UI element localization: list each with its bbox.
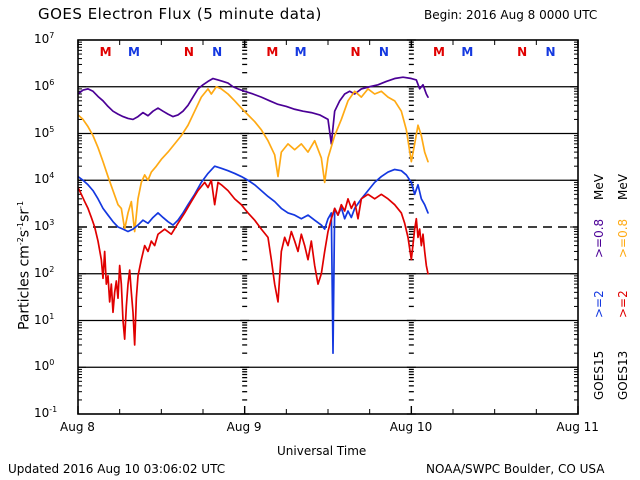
mn-marker-m: M xyxy=(266,45,279,59)
legend-channel-2mev: >=2 xyxy=(616,290,640,332)
y-tick-label: 100 xyxy=(34,358,54,373)
legend-satellite-text: GOES15 xyxy=(592,350,606,400)
x-tick-label: Aug 8 xyxy=(60,420,95,434)
y-tick-exp: 7 xyxy=(49,31,55,40)
legend-satellite-text: GOES13 xyxy=(616,350,630,400)
mn-marker-n: N xyxy=(545,45,556,59)
mn-marker-n: N xyxy=(212,45,223,59)
legend-unit: MeV xyxy=(592,174,618,214)
y-tick-exp: 3 xyxy=(49,218,55,227)
series-line xyxy=(78,165,429,355)
legend-channel-2mev-text: >=2 xyxy=(592,290,606,318)
y-tick-base: 10 xyxy=(34,265,50,280)
legend-channel-08mev-text: >=0.8 xyxy=(592,218,606,258)
x-tick-label: Aug 9 xyxy=(226,420,262,434)
series-line xyxy=(78,179,429,346)
mn-marker-n: N xyxy=(183,45,194,59)
legend-unit-text: MeV xyxy=(616,174,630,200)
y-tick-base: 10 xyxy=(34,125,50,140)
legend-unit-text: MeV xyxy=(592,174,606,200)
y-tick-base: 10 xyxy=(34,219,50,233)
source-credit: NOAA/SWPC Boulder, CO USA xyxy=(426,462,605,476)
mn-marker-n: N xyxy=(350,45,361,59)
y-tick-label: 107 xyxy=(34,31,54,46)
updated-timestamp: Updated 2016 Aug 10 03:06:02 UTC xyxy=(8,462,226,476)
y-tick-exp: 4 xyxy=(49,171,55,181)
mn-marker-m: M xyxy=(128,45,140,59)
y-tick-label: 106 xyxy=(34,78,54,93)
x-axis-title: Universal Time xyxy=(277,444,367,458)
y-tick-exp: 5 xyxy=(49,124,55,134)
legend-channel-08mev-text: >=0.8 xyxy=(616,218,630,258)
mn-marker-m: M xyxy=(461,45,474,59)
y-tick-exp: 0 xyxy=(49,358,55,368)
legend-channel-08mev: >=0.8 xyxy=(616,219,640,272)
mn-marker-m: M xyxy=(294,45,307,59)
y-tick-exp: 6 xyxy=(49,77,55,87)
y-tick-label: 105 xyxy=(34,125,54,140)
y-tick-label: 104 xyxy=(34,171,54,186)
y-tick-label: 102 xyxy=(34,265,54,280)
begin-time-label: Begin: 2016 Aug 8 0000 UTC xyxy=(424,8,598,22)
y-tick-base: 10 xyxy=(34,312,50,327)
series-line xyxy=(78,85,429,233)
y-tick-base: 10 xyxy=(34,359,50,374)
legend-satellite: GOES13 xyxy=(616,351,640,414)
y-tick-exp: 1 xyxy=(49,311,55,321)
y-tick-base: 10 xyxy=(34,78,50,93)
y-tick-exp: 2 xyxy=(49,264,55,274)
mn-marker-n: N xyxy=(517,45,528,59)
page-title: GOES Electron Flux (5 minute data) xyxy=(38,5,322,23)
y-tick-label: 103 xyxy=(34,218,54,233)
x-tick-label: Aug 11 xyxy=(556,420,599,434)
y-tick-label: 10-1 xyxy=(34,405,57,420)
mn-marker-m: M xyxy=(433,45,445,59)
series-line xyxy=(78,76,429,145)
y-tick-base: 10 xyxy=(34,406,50,420)
y-tick-base: 10 xyxy=(34,32,50,46)
legend-channel-2mev-text: >=2 xyxy=(616,290,630,318)
y-tick-label: 101 xyxy=(34,312,54,327)
legend-unit: MeV xyxy=(616,174,640,214)
x-tick-label: Aug 10 xyxy=(389,420,433,434)
y-tick-exp: -1 xyxy=(49,405,58,414)
y-tick-base: 10 xyxy=(34,172,50,187)
mn-marker-n: N xyxy=(378,45,389,59)
mn-marker-m: M xyxy=(99,45,112,59)
